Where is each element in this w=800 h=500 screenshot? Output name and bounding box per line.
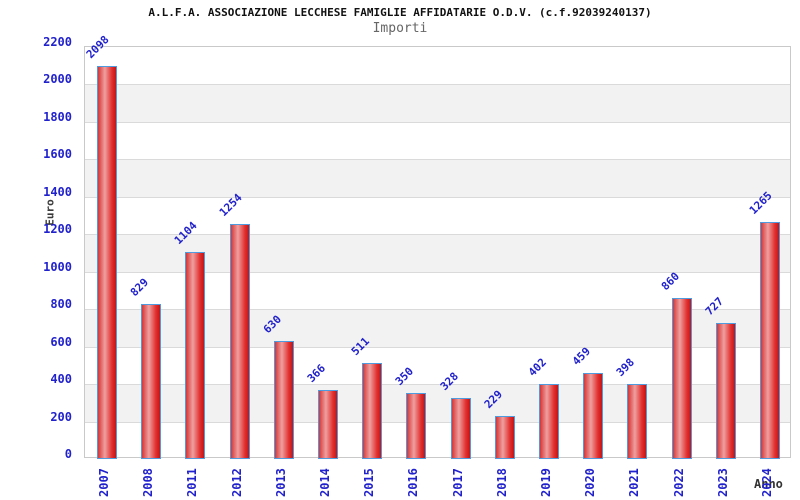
y-tick-label: 200 <box>50 409 72 424</box>
bar-2019 <box>538 383 559 459</box>
bar-2012 <box>229 224 250 459</box>
gridline <box>85 84 790 86</box>
gridline <box>85 196 790 198</box>
bar-2008 <box>141 303 162 459</box>
x-tick-label-2021: 2021 <box>627 468 642 497</box>
plot-band <box>85 84 790 122</box>
x-tick-label-2012: 2012 <box>229 468 244 497</box>
x-tick-label-2018: 2018 <box>494 468 509 497</box>
gridline <box>85 346 790 348</box>
x-tick-label-2022: 2022 <box>671 468 686 497</box>
y-tick-label: 600 <box>50 334 72 349</box>
bar-2016 <box>406 393 427 459</box>
x-tick-label-2013: 2013 <box>273 468 288 497</box>
x-tick-label-2007: 2007 <box>97 468 112 497</box>
bar-2023 <box>715 322 736 459</box>
bar-2011 <box>185 252 206 459</box>
plot-area <box>84 46 791 459</box>
chart-subtitle: Importi <box>372 21 428 36</box>
bar-2007 <box>97 66 118 459</box>
bar-2014 <box>318 390 339 459</box>
y-tick-label: 1600 <box>43 147 72 162</box>
x-tick-label-2016: 2016 <box>406 468 421 497</box>
chart-title: A.L.F.A. ASSOCIAZIONE LECCHESE FAMIGLIE … <box>148 6 652 19</box>
y-tick-label: 800 <box>50 297 72 312</box>
y-tick-label: 400 <box>50 372 72 387</box>
y-tick-label: 1000 <box>43 259 72 274</box>
y-tick-label: 1200 <box>43 222 72 237</box>
gridline <box>85 159 790 161</box>
plot-band <box>85 159 790 197</box>
x-axis-title: Anno <box>754 477 783 491</box>
x-tick-label-2024: 2024 <box>759 468 774 497</box>
gridline <box>85 421 790 423</box>
x-tick-label-2023: 2023 <box>715 468 730 497</box>
gridline <box>85 384 790 386</box>
bar-2022 <box>671 297 692 459</box>
gridline <box>85 234 790 236</box>
gridline <box>85 271 790 273</box>
y-tick-label: 1400 <box>43 184 72 199</box>
x-tick-label-2015: 2015 <box>362 468 377 497</box>
x-tick-label-2020: 2020 <box>583 468 598 497</box>
bar-2020 <box>583 373 604 459</box>
y-tick-label: 0 <box>64 447 72 461</box>
plot-band <box>85 122 790 159</box>
bar-2024 <box>759 222 780 459</box>
plot-band <box>85 47 790 84</box>
bar-2018 <box>494 416 515 459</box>
x-tick-label-2011: 2011 <box>185 468 200 497</box>
bar-2015 <box>362 363 383 459</box>
bar-2017 <box>450 397 471 459</box>
y-tick-label: 1800 <box>43 109 72 124</box>
x-tick-label-2008: 2008 <box>141 468 156 497</box>
x-tick-label-2014: 2014 <box>318 468 333 497</box>
gridline <box>85 121 790 123</box>
x-tick-label-2019: 2019 <box>538 468 553 497</box>
x-tick-label-2017: 2017 <box>450 468 465 497</box>
y-tick-label: 2000 <box>43 72 72 87</box>
y-tick-label: 2200 <box>43 35 72 49</box>
bar-2021 <box>627 384 648 459</box>
gridline <box>85 309 790 311</box>
bar-2013 <box>273 341 294 459</box>
